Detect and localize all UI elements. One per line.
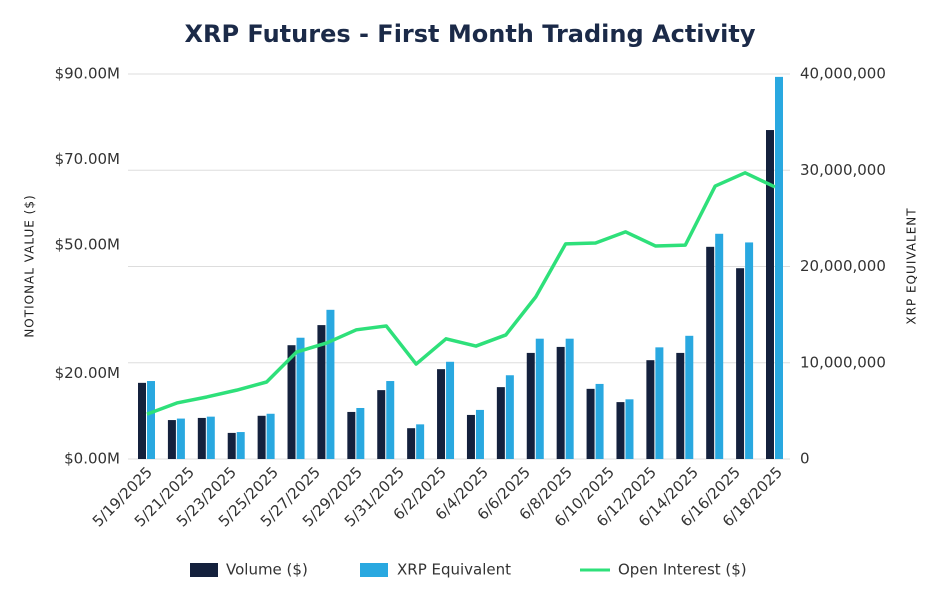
bar [616, 402, 625, 459]
bar [775, 76, 783, 459]
bar [586, 388, 595, 459]
bar [257, 415, 266, 459]
bar [496, 387, 505, 459]
bar [377, 390, 386, 459]
y2-tick-label: 10,000,000 [800, 353, 886, 371]
legend-label: Open Interest ($) [618, 561, 747, 579]
bar [386, 381, 395, 459]
y2-tick-label: 30,000,000 [800, 161, 886, 179]
bar [326, 309, 335, 459]
bar [147, 381, 155, 459]
legend-swatch [360, 563, 388, 577]
line [146, 171, 776, 416]
legend-label: XRP Equivalent [397, 561, 511, 579]
y2-tick-label: 20,000,000 [800, 257, 886, 275]
bar [296, 337, 305, 459]
bar [646, 360, 655, 459]
bar [446, 361, 455, 459]
y-tick-label: $0.00M [64, 450, 120, 468]
bar [176, 418, 185, 459]
bar [535, 338, 544, 459]
bar [565, 338, 574, 459]
bar [625, 399, 634, 459]
bar [766, 130, 774, 460]
y2-axis-title: XRP EQUIVALENT [905, 207, 919, 324]
bar [655, 347, 664, 459]
y2-tick-label: 40,000,000 [800, 65, 886, 83]
y-tick-label: $20.00M [55, 364, 120, 382]
bar [347, 411, 356, 459]
bar [676, 352, 685, 459]
y2-tick-label: 0 [800, 450, 810, 468]
bar [416, 424, 425, 459]
bar [745, 242, 754, 459]
bar [167, 420, 176, 459]
bar [475, 409, 484, 459]
bar [197, 417, 206, 459]
bar [206, 416, 215, 459]
bar [227, 432, 236, 459]
y-axis-title: NOTIONAL VALUE ($) [23, 194, 37, 337]
legend-label: Volume ($) [226, 561, 308, 579]
bar [287, 345, 296, 459]
bar [595, 383, 604, 459]
bar [706, 246, 715, 459]
bar [266, 413, 275, 459]
y-tick-label: $70.00M [55, 150, 120, 168]
y-tick-label: $90.00M [55, 65, 120, 83]
bar [556, 346, 565, 459]
bar [685, 335, 694, 459]
bar [138, 382, 146, 459]
y-tick-label: $50.00M [55, 236, 120, 254]
legend-swatch [190, 563, 218, 577]
bar [526, 352, 535, 459]
bar [437, 369, 446, 459]
bar [736, 268, 745, 459]
bar [356, 407, 365, 459]
bar [236, 432, 245, 459]
chart-title: XRP Futures - First Month Trading Activi… [184, 20, 755, 48]
bar [407, 428, 416, 459]
bar [505, 375, 514, 459]
bar [715, 233, 724, 459]
bar [466, 414, 475, 459]
bar [317, 325, 326, 459]
